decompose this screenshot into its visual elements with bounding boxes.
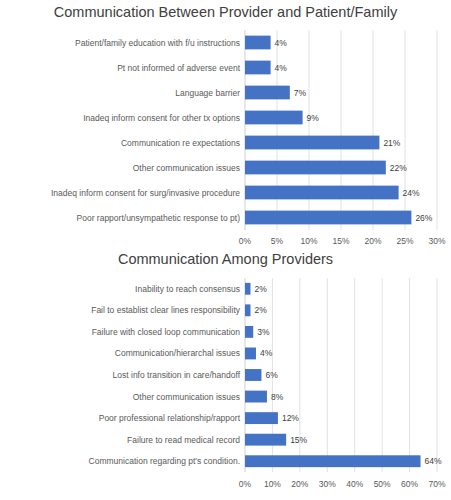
tick-label: 20% (291, 479, 308, 489)
tick-label: 0% (239, 479, 252, 489)
tick-label: 10% (300, 236, 317, 246)
tick-label: 40% (346, 479, 363, 489)
data-label: 6% (265, 370, 278, 380)
grid-line (341, 30, 342, 230)
category-label: Pt not informed of adverse event (117, 63, 240, 73)
bar (245, 348, 256, 360)
category-label: Language barrier (175, 88, 240, 98)
bar (245, 369, 261, 381)
tick-label: 10% (264, 479, 281, 489)
category-label: Failure to read medical record (127, 435, 240, 445)
bars (245, 36, 411, 225)
category-label: Communication re expectations (121, 138, 240, 148)
tick-label: 70% (428, 479, 445, 489)
category-label: Fail to establist clear lines responsibi… (91, 305, 241, 315)
category-label: Inability to reach consensus (135, 284, 240, 294)
bar (245, 61, 271, 75)
data-label: 4% (275, 63, 288, 73)
chart-title: Communication Between Provider and Patie… (54, 4, 398, 20)
bar (245, 412, 278, 424)
grid-line (277, 30, 278, 230)
bar (245, 36, 271, 50)
tick-label: 30% (428, 236, 445, 246)
grid-line (245, 30, 246, 230)
bar (245, 455, 421, 467)
grid-line (309, 30, 310, 230)
tick-label: 5% (271, 236, 284, 246)
category-label: Poor rapport/unsympathetic response to p… (77, 213, 241, 223)
grid-line (437, 30, 438, 230)
chart-canvas: Communication Between Provider and Patie… (0, 0, 451, 500)
grid-line (327, 278, 328, 472)
data-label: 12% (282, 413, 299, 423)
category-label: Communication regarding pt's condition. (89, 456, 240, 466)
chart: Communication Between Provider and Patie… (51, 4, 446, 246)
bar (245, 326, 253, 338)
grid-line (405, 30, 406, 230)
category-label: Lost info transition in care/handoff (113, 370, 241, 380)
grid-line (409, 278, 410, 472)
category-label: Patient/family education with f/u instru… (75, 38, 240, 48)
category-label: Communication/hierarchal issues (115, 348, 240, 358)
tick-label: 60% (401, 479, 418, 489)
grid-line (437, 278, 438, 472)
tick-label: 20% (364, 236, 381, 246)
grid-line (382, 278, 383, 472)
data-label: 2% (254, 305, 267, 315)
data-label: 26% (415, 213, 432, 223)
bar (245, 186, 399, 200)
data-label: 7% (294, 88, 307, 98)
tick-label: 0% (239, 236, 252, 246)
data-label: 24% (403, 188, 420, 198)
category-label: Other communication issues (133, 392, 240, 402)
data-label: 4% (260, 348, 273, 358)
category-label: Poor professional relationship/rapport (99, 413, 241, 423)
category-label: Inadeq inform consent for other tx optio… (83, 113, 240, 123)
data-label: 64% (425, 456, 442, 466)
data-label: 2% (254, 284, 267, 294)
bar (245, 304, 250, 316)
bars (245, 283, 421, 467)
axis-line (245, 30, 246, 230)
data-label: 8% (271, 392, 284, 402)
category-label: Other communication issues (133, 163, 240, 173)
tick-label: 30% (319, 479, 336, 489)
bar (245, 434, 286, 446)
bar (245, 111, 303, 125)
category-label: Failure with closed loop communication (92, 327, 241, 337)
bar (245, 211, 411, 225)
tick-label: 25% (396, 236, 413, 246)
data-label: 4% (275, 38, 288, 48)
grid-line (354, 278, 355, 472)
bar (245, 136, 379, 150)
bar (245, 391, 267, 403)
category-label: Inadeq inform consent for surg/invasive … (51, 188, 240, 198)
data-label: 22% (390, 163, 407, 173)
bar (245, 283, 250, 295)
bar (245, 86, 290, 100)
tick-label: 15% (332, 236, 349, 246)
bar (245, 161, 386, 175)
tick-label: 50% (374, 479, 391, 489)
chart: Communication Among Providers 0% 10% 20% 30%… (89, 251, 446, 489)
data-label: 3% (257, 327, 270, 337)
data-label: 21% (383, 138, 400, 148)
data-label: 15% (290, 435, 307, 445)
grid-line (373, 30, 374, 230)
data-label: 9% (307, 113, 320, 123)
chart-title: Communication Among Providers (118, 251, 333, 267)
